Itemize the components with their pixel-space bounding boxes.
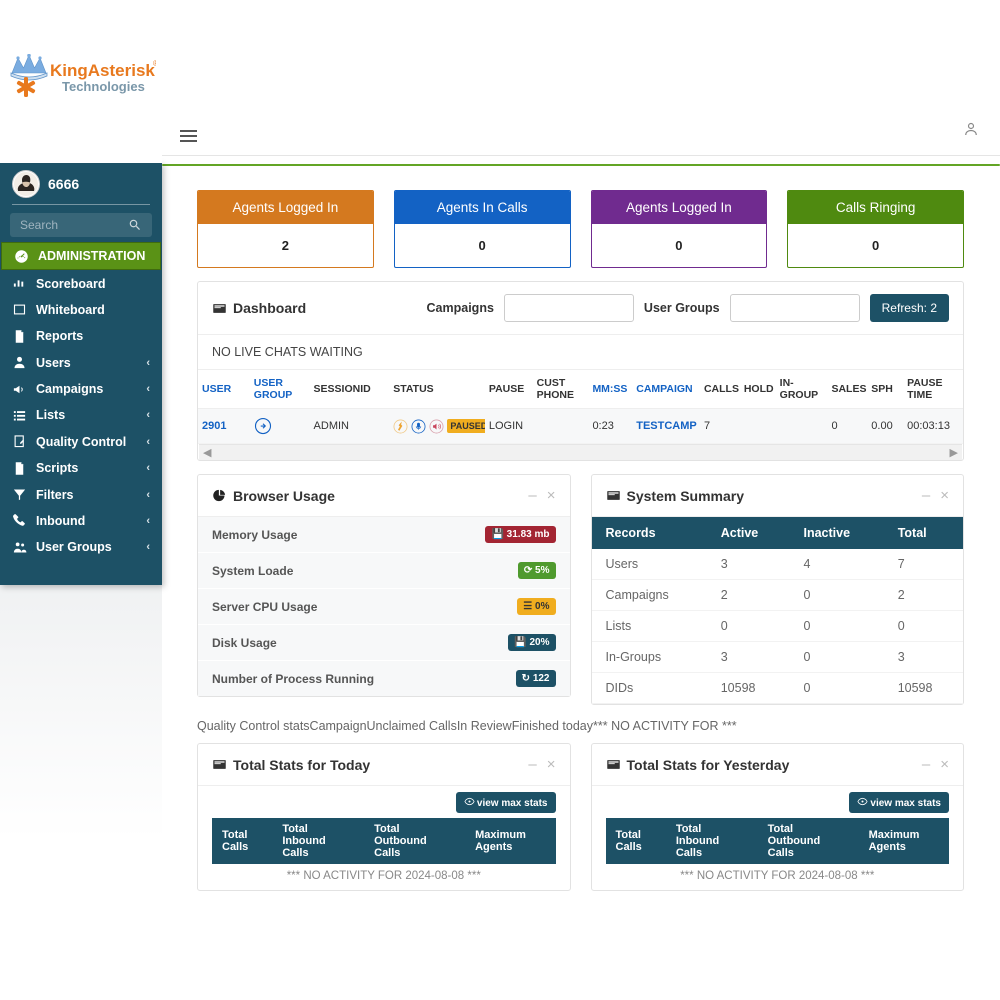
svg-text:®: ® (153, 59, 156, 68)
svg-text:Technologies: Technologies (62, 79, 145, 94)
svg-text:KingAsterisk: KingAsterisk (50, 61, 155, 80)
